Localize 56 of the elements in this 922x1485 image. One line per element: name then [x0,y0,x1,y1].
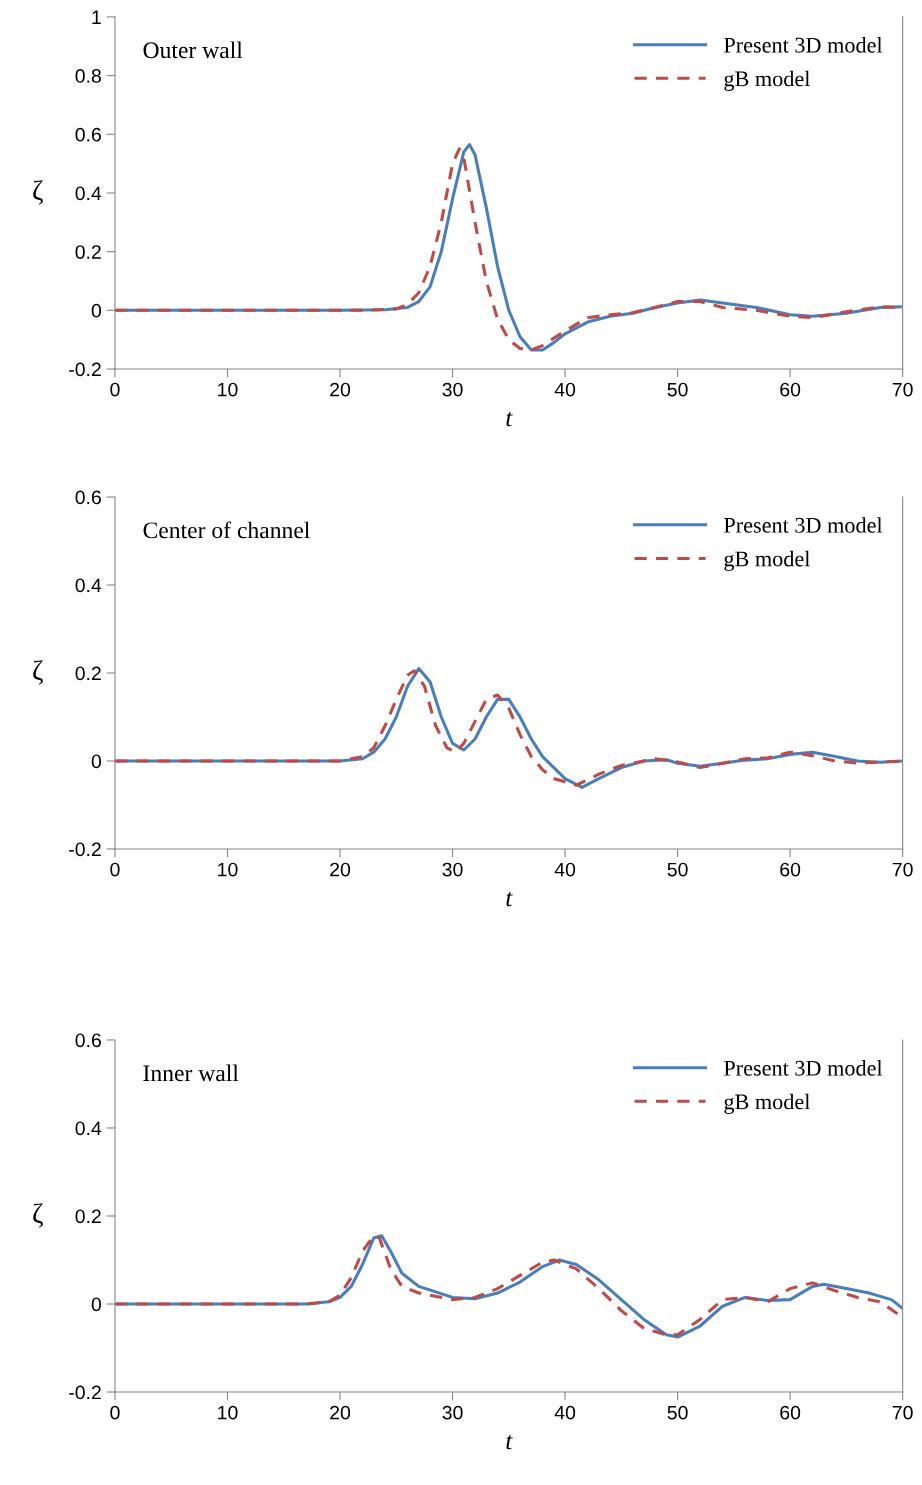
x-tick-label: 20 [330,1405,351,1420]
legend-label: gB model [724,1093,810,1114]
legend-label: Present 3D model [724,37,883,53]
x-tick-label: 40 [554,382,576,397]
x-tick-label: 70 [892,1405,913,1420]
y-axis-title: ζ [33,1203,43,1228]
x-tick-label: 30 [442,862,463,877]
y-axis-title: ζ [33,660,43,685]
x-tick-label: 60 [780,1405,801,1420]
y-tick-label: 0.4 [75,1121,102,1136]
x-tick-label: 0 [110,1405,120,1420]
x-tick-label: 50 [667,1405,688,1420]
legend-label: gB model [724,70,810,91]
y-tick-label: 0.8 [75,69,101,83]
y-tick-label: 0.2 [75,245,101,259]
x-tick-label: 70 [892,862,913,877]
y-tick-label: 0.2 [75,666,101,681]
x-tick-label: 0 [110,382,120,397]
x-tick-label: 30 [442,1405,463,1420]
y-tick-label: -0.2 [69,362,101,377]
y-tick-label: 0.2 [75,1209,101,1224]
x-tick-label: 70 [892,382,913,397]
y-tick-label: -0.2 [69,1385,101,1400]
x-axis-title: t [506,411,513,427]
x-tick-label: 40 [554,1405,576,1420]
x-tick-label: 50 [667,382,688,397]
annotation: Center of channel [143,521,310,539]
y-tick-label: -0.2 [69,842,101,857]
y-axis-title: ζ [33,180,43,205]
x-tick-label: 0 [110,862,120,877]
x-axis-title: t [506,891,513,907]
x-tick-label: 60 [780,862,801,877]
y-tick-label: 0.6 [75,1033,101,1048]
annotation: Inner wall [143,1064,239,1082]
x-tick-label: 30 [442,382,463,397]
x-tick-label: 20 [330,862,351,877]
y-tick-label: 0.4 [75,578,102,593]
x-tick-label: 10 [218,1405,238,1420]
y-tick-label: 0 [91,303,102,318]
y-tick-label: 1 [92,10,101,24]
x-axis-title: t [506,1434,513,1450]
x-tick-label: 10 [218,862,238,877]
x-tick-label: 10 [218,382,238,397]
y-tick-label: 0 [91,1297,102,1312]
legend-label: Present 3D model [724,517,883,533]
annotation: Outer wall [143,41,243,59]
y-tick-label: 0.6 [75,490,101,505]
legend-label: gB model [724,550,810,571]
y-tick-label: 0 [91,754,102,769]
x-tick-label: 50 [667,862,688,877]
x-tick-label: 20 [330,382,351,397]
y-tick-label: 0.4 [75,186,102,201]
x-tick-label: 40 [554,862,576,877]
x-tick-label: 60 [780,382,801,397]
y-tick-label: 0.6 [75,127,101,142]
legend-label: Present 3D model [724,1060,883,1076]
